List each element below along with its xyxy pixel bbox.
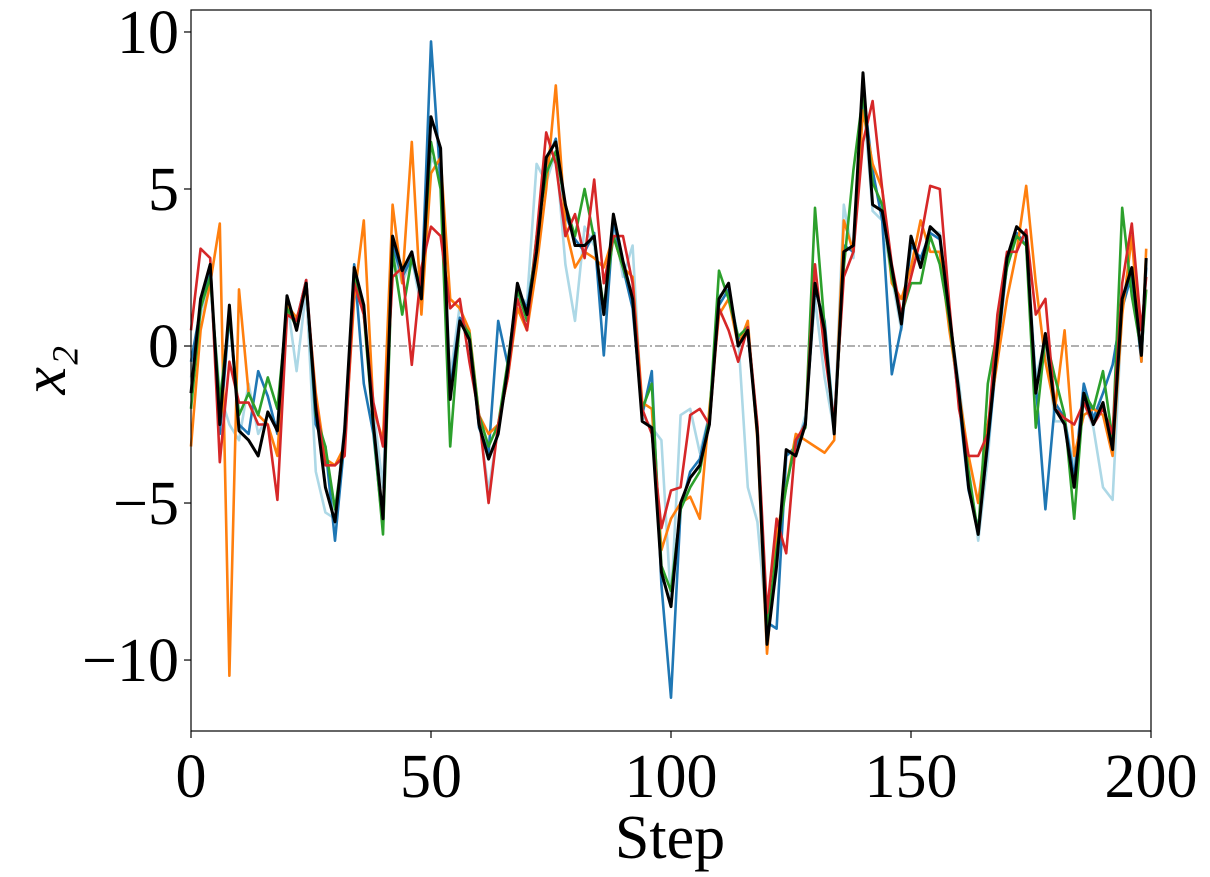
x-tick-label: 200: [1105, 743, 1198, 811]
y-tick-label: −10: [82, 627, 179, 695]
y-tick-label: −5: [113, 470, 179, 538]
y-tick-label: 0: [148, 313, 179, 381]
data-line: [189, 93, 1148, 630]
y-axis-label: x₂: [11, 345, 79, 395]
x-tick-label: 150: [865, 743, 958, 811]
x-tick-label: 50: [400, 743, 462, 811]
y-tick-label: 5: [148, 156, 179, 224]
data-line: [189, 71, 1148, 646]
x-tick-label: 0: [176, 743, 207, 811]
x-tick-label: 100: [625, 743, 718, 811]
plot-frame: [190, 9, 1152, 732]
y-tick-label: 10: [117, 0, 179, 67]
x-axis-label: Step: [615, 804, 725, 872]
